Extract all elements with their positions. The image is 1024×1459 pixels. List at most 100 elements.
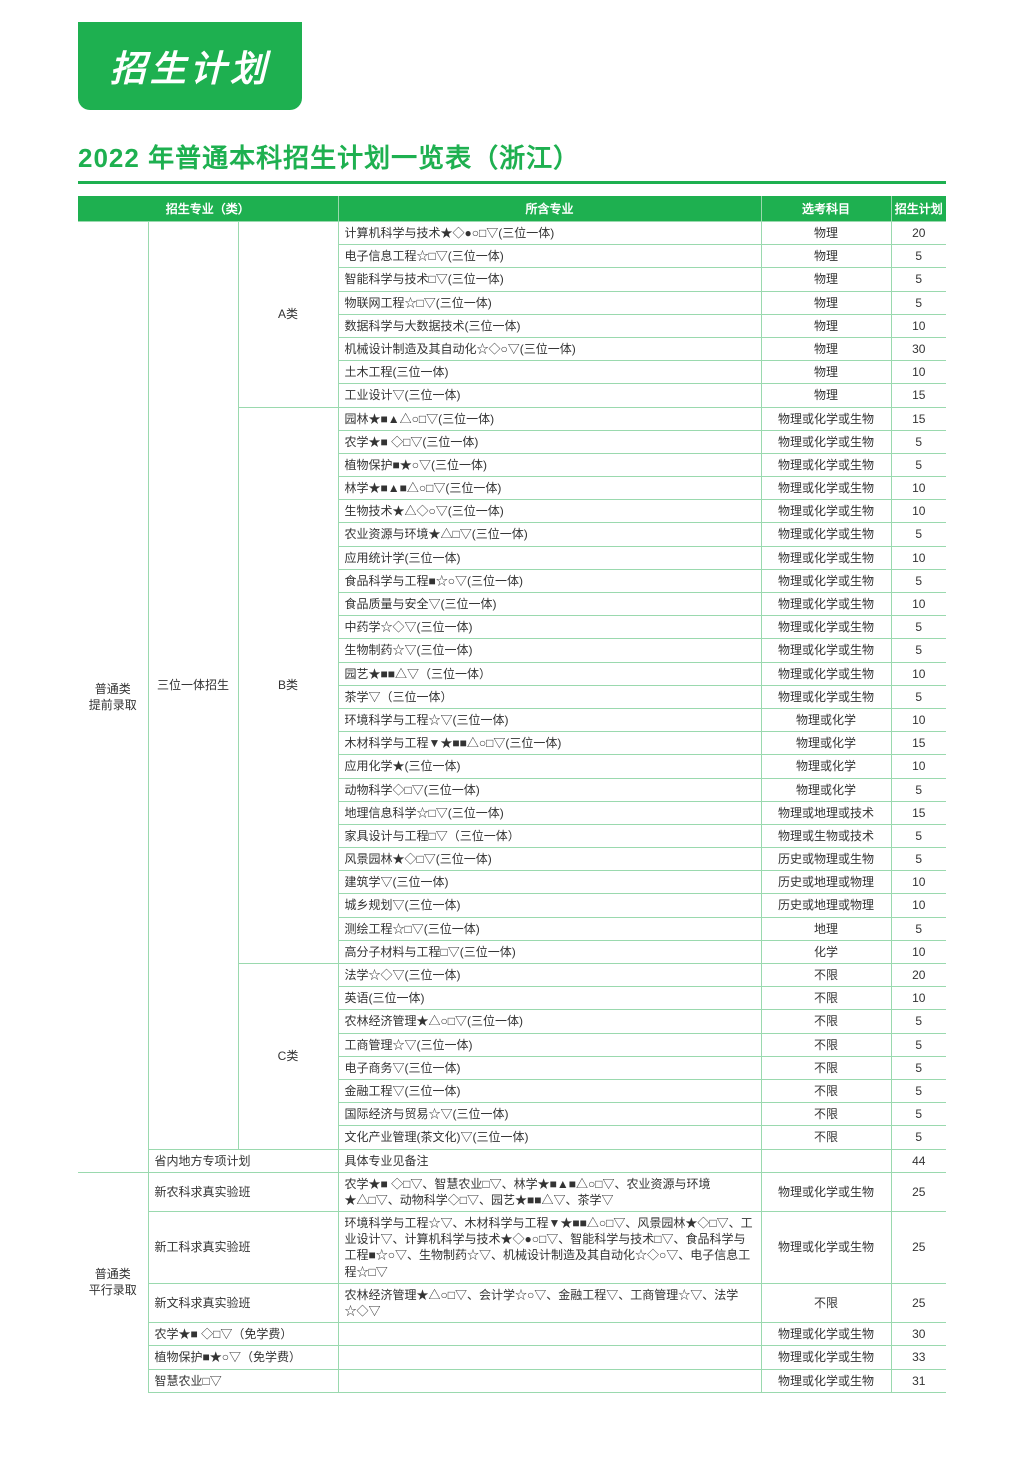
- plan-number-cell: 10: [891, 314, 946, 337]
- plan-number-cell: 10: [891, 871, 946, 894]
- major-cell: 应用统计学(三位一体): [338, 546, 761, 569]
- major-cell: 应用化学★(三位一体): [338, 755, 761, 778]
- header-included: 所含专业: [338, 196, 761, 222]
- group-cell: A类: [238, 222, 338, 408]
- subcategory-cell: 新工科求真实验班: [148, 1212, 338, 1284]
- major-cell: 工业设计▽(三位一体): [338, 384, 761, 407]
- plan-number-cell: 33: [891, 1346, 946, 1369]
- major-cell: 茶学▽（三位一体）: [338, 685, 761, 708]
- plan-number-cell: 10: [891, 894, 946, 917]
- requirement-cell: 物理或化学或生物: [761, 1212, 891, 1284]
- major-cell: 环境科学与工程☆▽(三位一体): [338, 708, 761, 731]
- major-cell: [338, 1323, 761, 1346]
- plan-number-cell: 5: [891, 453, 946, 476]
- plan-number-cell: 30: [891, 337, 946, 360]
- major-cell: 电子商务▽(三位一体): [338, 1056, 761, 1079]
- admission-plan-table: 招生专业（类） 所含专业 选考科目 招生计划 普通类提前录取三位一体招生A类计算…: [78, 196, 946, 1393]
- subcategory-cell: 植物保护■★○▽（免学费）: [148, 1346, 338, 1369]
- requirement-cell: 物理或化学或生物: [761, 616, 891, 639]
- requirement-cell: 历史或地理或物理: [761, 871, 891, 894]
- major-cell: 林学★■▲■△○□▽(三位一体): [338, 477, 761, 500]
- table-row: 新工科求真实验班环境科学与工程☆▽、木材科学与工程▼★■■△○□▽、风景园林★◇…: [78, 1212, 946, 1284]
- requirement-cell: 不限: [761, 1033, 891, 1056]
- plan-number-cell: 31: [891, 1369, 946, 1392]
- requirement-cell: 物理或化学或生物: [761, 546, 891, 569]
- major-cell: 风景园林★◇□▽(三位一体): [338, 848, 761, 871]
- requirement-cell: 物理: [761, 337, 891, 360]
- plan-number-cell: 5: [891, 824, 946, 847]
- major-cell: 土木工程(三位一体): [338, 361, 761, 384]
- major-cell: 物联网工程☆□▽(三位一体): [338, 291, 761, 314]
- major-cell: 英语(三位一体): [338, 987, 761, 1010]
- plan-number-cell: 10: [891, 987, 946, 1010]
- plan-number-cell: 30: [891, 1323, 946, 1346]
- plan-number-cell: 25: [891, 1283, 946, 1322]
- title-container: 2022 年普通本科招生计划一览表（浙江）: [78, 138, 946, 184]
- plan-number-cell: 15: [891, 407, 946, 430]
- major-cell: 法学☆◇▽(三位一体): [338, 964, 761, 987]
- major-cell: 测绘工程☆□▽(三位一体): [338, 917, 761, 940]
- major-cell: 农业资源与环境★△□▽(三位一体): [338, 523, 761, 546]
- requirement-cell: 历史或物理或生物: [761, 848, 891, 871]
- table-row: 农学★■ ◇□▽（免学费）物理或化学或生物30: [78, 1323, 946, 1346]
- requirement-cell: 物理或化学或生物: [761, 500, 891, 523]
- requirement-cell: 物理或生物或技术: [761, 824, 891, 847]
- requirement-cell: 物理: [761, 222, 891, 245]
- requirement-cell: 物理或化学: [761, 778, 891, 801]
- plan-number-cell: 10: [891, 940, 946, 963]
- requirement-cell: 物理或化学或生物: [761, 477, 891, 500]
- major-cell: 动物科学◇□▽(三位一体): [338, 778, 761, 801]
- subcategory-cell: 三位一体招生: [148, 222, 238, 1150]
- plan-number-cell: 15: [891, 732, 946, 755]
- requirement-cell: [761, 1149, 891, 1172]
- plan-number-cell: 44: [891, 1149, 946, 1172]
- table-row: 植物保护■★○▽（免学费） 物理或化学或生物33: [78, 1346, 946, 1369]
- subcategory-cell: 新文科求真实验班: [148, 1283, 338, 1322]
- subcategory-cell: 新农科求真实验班: [148, 1172, 338, 1211]
- major-cell: 园艺★■■△▽（三位一体）: [338, 662, 761, 685]
- major-cell: 食品科学与工程■☆○▽(三位一体): [338, 569, 761, 592]
- plan-number-cell: 5: [891, 848, 946, 871]
- major-cell: 计算机科学与技术★◇●○□▽(三位一体): [338, 222, 761, 245]
- major-cell: 木材科学与工程▼★■■△○□▽(三位一体): [338, 732, 761, 755]
- major-cell: 智能科学与技术□▽(三位一体): [338, 268, 761, 291]
- header-major-cat: 招生专业（类）: [78, 196, 338, 222]
- requirement-cell: 物理或化学或生物: [761, 593, 891, 616]
- requirement-cell: 物理: [761, 361, 891, 384]
- requirement-cell: 物理或化学或生物: [761, 1172, 891, 1211]
- plan-number-cell: 10: [891, 708, 946, 731]
- plan-number-cell: 25: [891, 1172, 946, 1211]
- major-cell: 国际经济与贸易☆▽(三位一体): [338, 1103, 761, 1126]
- major-cell: [338, 1369, 761, 1392]
- major-cell: 城乡规划▽(三位一体): [338, 894, 761, 917]
- plan-number-cell: 10: [891, 546, 946, 569]
- major-cell: 农学★■ ◇□▽(三位一体): [338, 430, 761, 453]
- major-cell: [338, 1346, 761, 1369]
- major-cell: 金融工程▽(三位一体): [338, 1079, 761, 1102]
- category-cell: 普通类平行录取: [78, 1172, 148, 1392]
- requirement-cell: 物理或化学或生物: [761, 1323, 891, 1346]
- major-cell: 建筑学▽(三位一体): [338, 871, 761, 894]
- requirement-cell: 物理: [761, 268, 891, 291]
- major-cell: 工商管理☆▽(三位一体): [338, 1033, 761, 1056]
- plan-number-cell: 10: [891, 477, 946, 500]
- major-cell: 植物保护■★○▽(三位一体): [338, 453, 761, 476]
- requirement-cell: 地理: [761, 917, 891, 940]
- plan-number-cell: 15: [891, 384, 946, 407]
- major-cell: 机械设计制造及其自动化☆◇○▽(三位一体): [338, 337, 761, 360]
- requirement-cell: 物理或化学或生物: [761, 430, 891, 453]
- plan-number-cell: 5: [891, 1010, 946, 1033]
- requirement-cell: 不限: [761, 1010, 891, 1033]
- plan-number-cell: 5: [891, 291, 946, 314]
- requirement-cell: 物理或化学: [761, 755, 891, 778]
- plan-number-cell: 5: [891, 1126, 946, 1149]
- requirement-cell: 物理或化学或生物: [761, 1346, 891, 1369]
- plan-number-cell: 10: [891, 593, 946, 616]
- plan-number-cell: 5: [891, 685, 946, 708]
- major-cell: 具体专业见备注: [338, 1149, 761, 1172]
- plan-number-cell: 10: [891, 755, 946, 778]
- table-row: 省内地方专项计划具体专业见备注44: [78, 1149, 946, 1172]
- major-cell: 地理信息科学☆□▽(三位一体): [338, 801, 761, 824]
- requirement-cell: 物理或化学或生物: [761, 407, 891, 430]
- major-cell: 环境科学与工程☆▽、木材科学与工程▼★■■△○□▽、风景园林★◇□▽、工业设计▽…: [338, 1212, 761, 1284]
